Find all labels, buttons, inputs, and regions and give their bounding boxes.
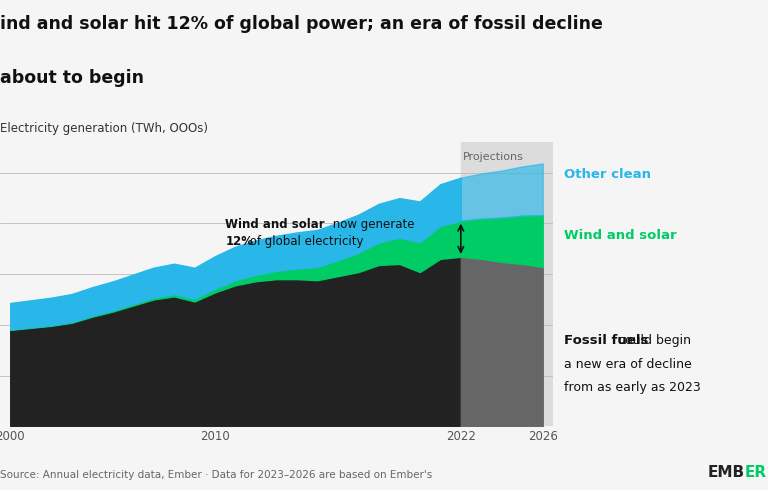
Text: Source: Annual electricity data, Ember · Data for 2023–2026 are based on Ember's: Source: Annual electricity data, Ember ·…: [0, 470, 432, 480]
Text: EMB: EMB: [708, 465, 745, 480]
Text: 12%: 12%: [225, 236, 253, 248]
Text: from as early as 2023: from as early as 2023: [564, 381, 701, 393]
Text: ER: ER: [745, 465, 767, 480]
Text: Fossil fuels: Fossil fuels: [564, 334, 649, 347]
Text: could begin: could begin: [614, 334, 691, 347]
Text: ind and solar hit 12% of global power; an era of fossil decline: ind and solar hit 12% of global power; a…: [0, 15, 603, 33]
Text: Wind and solar: Wind and solar: [564, 229, 677, 243]
Text: of global electricity: of global electricity: [246, 236, 363, 248]
Text: a new era of decline: a new era of decline: [564, 358, 692, 370]
Text: about to begin: about to begin: [0, 69, 144, 87]
Bar: [461, 142, 553, 426]
Text: Wind and solar: Wind and solar: [225, 218, 325, 231]
Text: now generate: now generate: [329, 218, 414, 231]
Text: Electricity generation (TWh, OOOs): Electricity generation (TWh, OOOs): [0, 122, 208, 135]
Text: Projections: Projections: [463, 152, 524, 162]
Text: Other clean: Other clean: [564, 168, 651, 181]
